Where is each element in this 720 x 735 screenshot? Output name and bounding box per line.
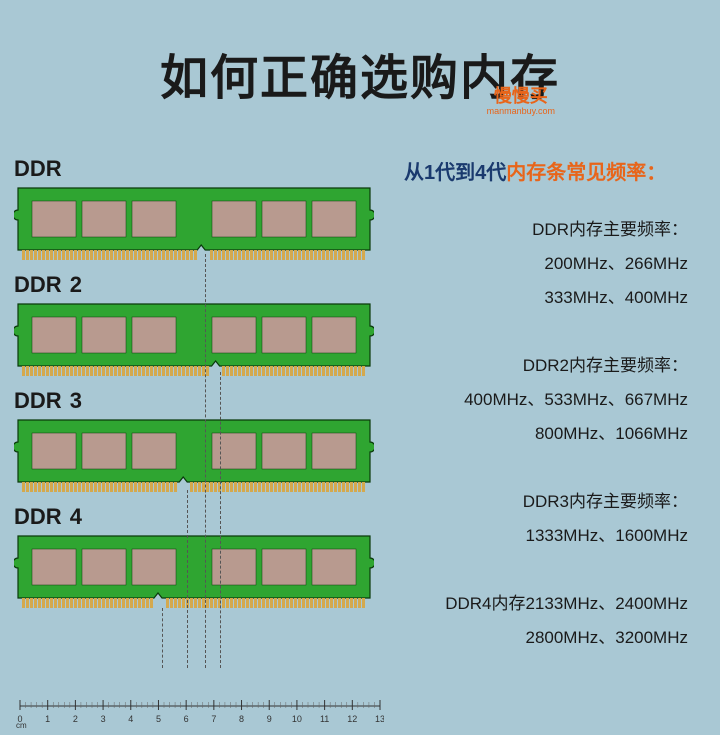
frequency-line: DDR2内存主要频率： — [404, 349, 688, 383]
frequency-section-title: 从1代到4代内存条常见频率： — [404, 156, 706, 185]
notch-guide-line — [205, 254, 206, 668]
svg-text:cm: cm — [16, 721, 27, 730]
frequency-group: DDR4内存2133MHz、2400MHz2800MHz、3200MHz — [404, 587, 706, 655]
svg-text:9: 9 — [267, 714, 272, 724]
title-area: 如何正确选购内存 慢慢买 manmanbuy.com — [0, 0, 720, 108]
svg-text:7: 7 — [211, 714, 216, 724]
frequency-line: DDR4内存2133MHz、2400MHz — [404, 587, 688, 621]
notch-guide-line — [220, 372, 221, 668]
ram-block-ddr4: DDR 4 — [14, 504, 384, 612]
title-part2: 内存条常见频率： — [506, 162, 666, 184]
ram-label: DDR 3 — [14, 388, 384, 414]
svg-text:1: 1 — [45, 714, 50, 724]
frequency-line: 200MHz、266MHz — [404, 247, 688, 281]
frequency-line: DDR3内存主要频率： — [404, 485, 688, 519]
content-row: DDR DDR 2 DDR 3 DDR 4 从1代到4代内存条常见频率： DDR… — [0, 156, 720, 689]
ram-block-ddr: DDR — [14, 156, 384, 264]
title-part1: 从1代到4代 — [404, 162, 506, 184]
svg-text:2: 2 — [73, 714, 78, 724]
notch-guide-line — [187, 490, 188, 668]
ram-stick — [14, 186, 374, 264]
svg-text:4: 4 — [128, 714, 133, 724]
frequency-list: DDR内存主要频率：200MHz、266MHz333MHz、400MHz DDR2… — [404, 213, 706, 655]
svg-text:10: 10 — [292, 714, 302, 724]
watermark: 慢慢买 manmanbuy.com — [487, 82, 555, 116]
svg-text:12: 12 — [347, 714, 357, 724]
watermark-cn: 慢慢买 — [494, 86, 548, 106]
ram-label: DDR — [14, 156, 384, 182]
svg-text:6: 6 — [184, 714, 189, 724]
frequency-group: DDR内存主要频率：200MHz、266MHz333MHz、400MHz — [404, 213, 706, 315]
ram-label: DDR 2 — [14, 272, 384, 298]
frequency-group: DDR2内存主要频率：400MHz、533MHz、667MHz800MHz、10… — [404, 349, 706, 451]
frequency-line: DDR内存主要频率： — [404, 213, 688, 247]
svg-text:8: 8 — [239, 714, 244, 724]
ram-label: DDR 4 — [14, 504, 384, 530]
watermark-en: manmanbuy.com — [487, 106, 555, 116]
frequency-line: 400MHz、533MHz、667MHz — [404, 383, 688, 417]
ram-stick — [14, 302, 374, 380]
ram-stick — [14, 534, 374, 612]
frequency-line: 1333MHz、1600MHz — [404, 519, 688, 553]
frequency-column: 从1代到4代内存条常见频率： DDR内存主要频率：200MHz、266MHz33… — [384, 156, 706, 689]
main-title: 如何正确选购内存 — [0, 38, 720, 108]
svg-text:5: 5 — [156, 714, 161, 724]
ram-diagram-column: DDR DDR 2 DDR 3 DDR 4 — [14, 156, 384, 689]
svg-text:3: 3 — [101, 714, 106, 724]
frequency-line: 333MHz、400MHz — [404, 281, 688, 315]
frequency-line: 2800MHz、3200MHz — [404, 621, 688, 655]
frequency-line: 800MHz、1066MHz — [404, 417, 688, 451]
ram-block-ddr2: DDR 2 — [14, 272, 384, 380]
ram-stick — [14, 418, 374, 496]
notch-guide-line — [162, 608, 163, 668]
ram-block-ddr3: DDR 3 — [14, 388, 384, 496]
svg-text:13: 13 — [375, 714, 384, 724]
frequency-group: DDR3内存主要频率：1333MHz、1600MHz — [404, 485, 706, 553]
svg-text:11: 11 — [320, 714, 329, 724]
ruler: 012345678910111213cm — [14, 700, 384, 730]
